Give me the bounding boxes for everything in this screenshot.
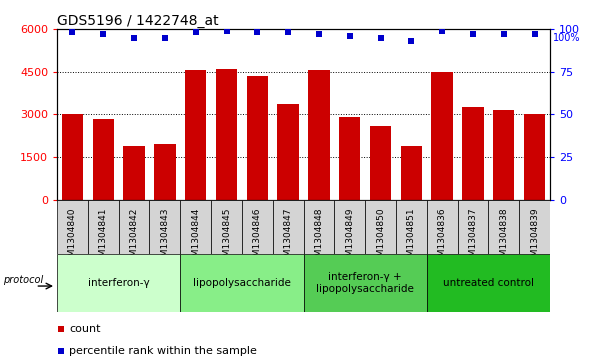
Bar [211,200,242,254]
Bar [123,146,145,200]
Bar [185,70,207,200]
Bar [427,200,457,254]
Text: GSM1304836: GSM1304836 [438,208,447,269]
Text: 100%: 100% [553,33,581,43]
Bar [427,254,550,312]
Bar [57,254,180,312]
Bar [462,107,484,200]
Text: GSM1304846: GSM1304846 [253,208,262,268]
Text: GSM1304842: GSM1304842 [130,208,139,268]
Bar [93,119,114,200]
Text: GSM1304840: GSM1304840 [68,208,77,268]
Bar [523,114,545,200]
Bar [365,200,396,254]
Bar [180,254,304,312]
Text: GSM1304838: GSM1304838 [499,208,508,269]
Bar [400,146,422,200]
Bar [308,70,330,200]
Bar [396,200,427,254]
Text: protocol: protocol [3,275,43,285]
Bar [432,72,453,200]
Bar [370,126,391,200]
Bar [242,200,273,254]
Text: percentile rank within the sample: percentile rank within the sample [70,346,257,356]
Text: GSM1304849: GSM1304849 [345,208,354,268]
Text: interferon-γ +
lipopolysaccharide: interferon-γ + lipopolysaccharide [316,272,414,294]
Bar [154,144,175,200]
Bar [489,200,519,254]
Bar [334,200,365,254]
Bar [339,117,361,200]
Text: interferon-γ: interferon-γ [88,278,150,288]
Text: GSM1304844: GSM1304844 [191,208,200,268]
Text: GSM1304850: GSM1304850 [376,208,385,269]
Bar [119,200,150,254]
Bar [150,200,180,254]
Bar [246,76,268,200]
Bar [62,114,84,200]
Text: GDS5196 / 1422748_at: GDS5196 / 1422748_at [57,14,219,28]
Text: GSM1304851: GSM1304851 [407,208,416,269]
Text: GSM1304848: GSM1304848 [314,208,323,268]
Text: GSM1304847: GSM1304847 [284,208,293,268]
Bar [304,200,334,254]
Text: lipopolysaccharide: lipopolysaccharide [193,278,291,288]
Bar [216,69,237,200]
Text: GSM1304839: GSM1304839 [530,208,539,269]
Text: untreated control: untreated control [443,278,534,288]
Bar [57,200,88,254]
Bar [493,110,514,200]
Text: GSM1304841: GSM1304841 [99,208,108,268]
Text: GSM1304843: GSM1304843 [160,208,169,268]
Bar [304,254,427,312]
Text: GSM1304845: GSM1304845 [222,208,231,268]
Bar [180,200,211,254]
Bar [88,200,119,254]
Text: count: count [70,324,101,334]
Bar [273,200,304,254]
Text: GSM1304837: GSM1304837 [468,208,477,269]
Bar [277,105,299,200]
Bar [519,200,550,254]
Bar [457,200,489,254]
